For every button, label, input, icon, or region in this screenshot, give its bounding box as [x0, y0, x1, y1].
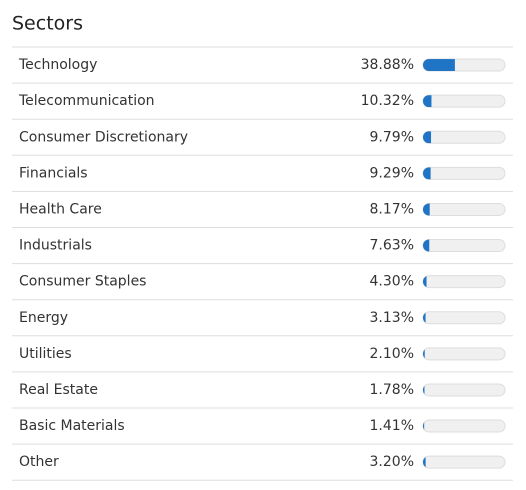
bar — [423, 383, 425, 396]
bar — [423, 456, 426, 469]
sector-name: Financials — [19, 165, 88, 181]
sector-weight: 1.41% — [370, 418, 414, 434]
sector-weight: 7.63% — [370, 238, 414, 254]
sector-name: Other — [19, 454, 59, 470]
bar — [423, 347, 425, 360]
bar — [423, 311, 426, 324]
bar-track — [422, 166, 506, 180]
sector-name: Health Care — [19, 201, 102, 217]
sector-name: Industrials — [19, 238, 92, 254]
sector-weight: 1.78% — [370, 382, 414, 398]
sector-weight: 38.88% — [361, 57, 414, 73]
sector-name: Utilities — [19, 346, 72, 362]
bar — [423, 239, 430, 252]
bar — [423, 95, 432, 108]
bar — [423, 131, 432, 144]
sector-weight: 10.32% — [361, 93, 414, 109]
bar-track — [422, 311, 506, 325]
bar-track — [422, 383, 506, 397]
bar-track — [422, 347, 506, 361]
bar — [423, 167, 431, 180]
sector-name: Technology — [18, 57, 97, 73]
sector-name: Telecommunication — [18, 93, 155, 109]
sector-weight: 8.17% — [370, 201, 414, 217]
bar-track — [422, 202, 506, 216]
bar-track — [422, 239, 506, 253]
sector-weight: 3.13% — [370, 310, 414, 326]
sector-name: Real Estate — [19, 382, 98, 398]
bar-track — [422, 94, 506, 108]
sector-weight: 3.20% — [370, 454, 414, 470]
bar — [423, 203, 430, 216]
sector-weight: 9.79% — [370, 129, 414, 145]
bar-track — [422, 275, 506, 289]
sector-weight: 2.10% — [370, 346, 414, 362]
widget-title: Sectors — [12, 13, 83, 35]
sector-name: Consumer Discretionary — [19, 129, 188, 145]
sector-weight: 4.30% — [370, 274, 414, 290]
sector-name: Basic Materials — [19, 418, 125, 434]
bar — [423, 275, 427, 288]
bar — [423, 420, 425, 433]
bar — [423, 59, 455, 72]
sector-name: Energy — [19, 310, 68, 326]
bar-track — [422, 455, 506, 469]
bar-track — [422, 130, 506, 144]
sector-name: Consumer Staples — [19, 274, 146, 290]
sector-weight: 9.29% — [370, 165, 414, 181]
bar-track — [422, 419, 506, 433]
